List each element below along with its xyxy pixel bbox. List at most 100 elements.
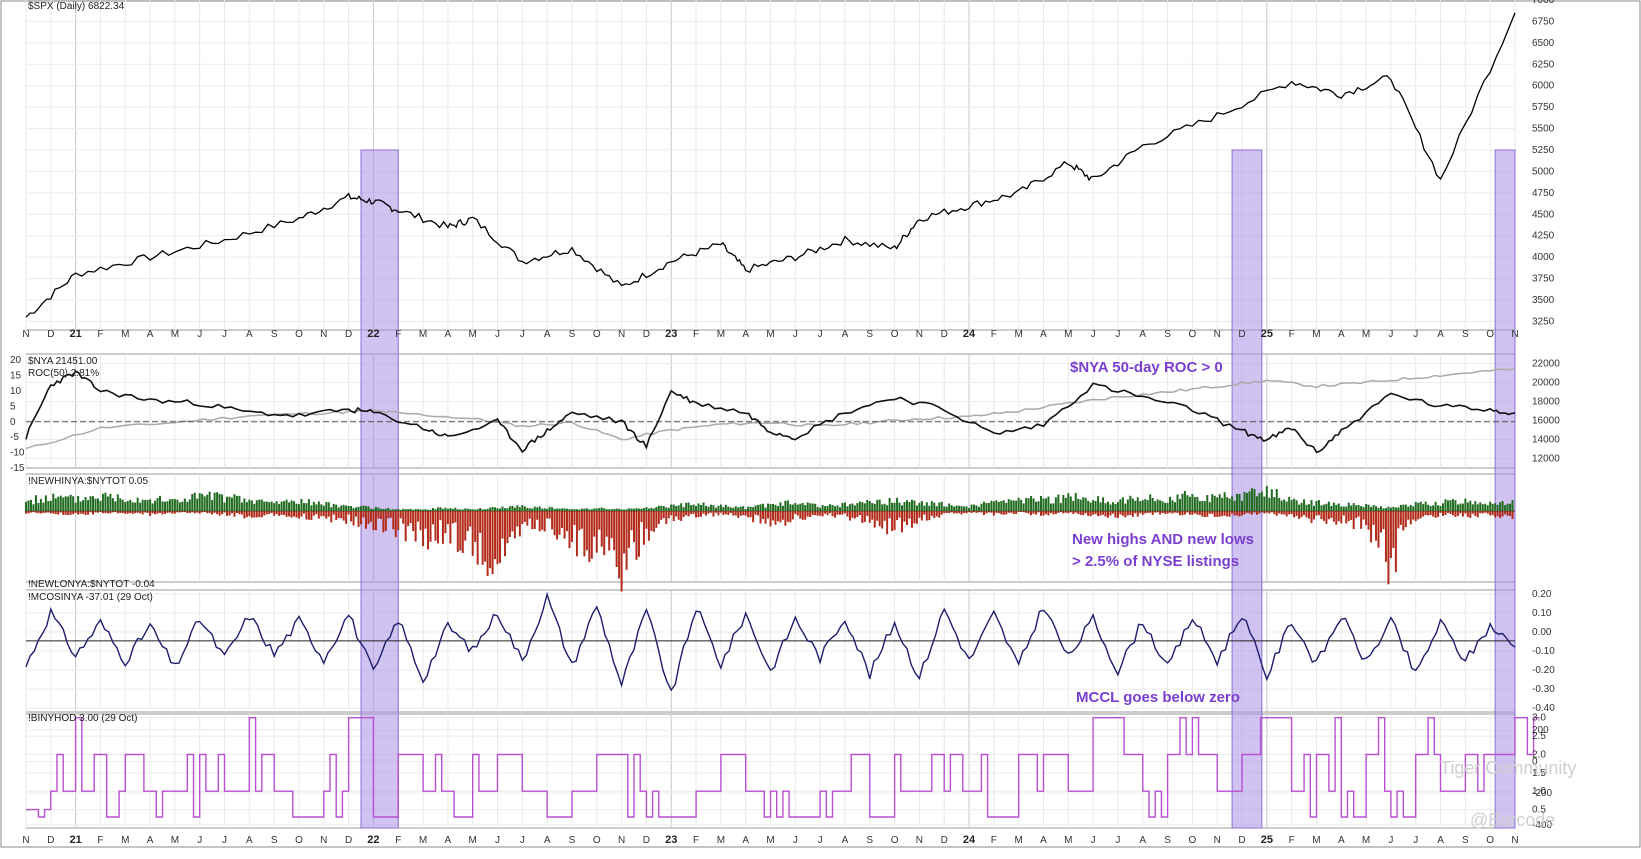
panel2-title-roc: ROC(50) 2.81% bbox=[28, 368, 99, 379]
axis-layer: N N D D 21 21 F F M M A A M M J J J J A A S S O O N N D D 22 22 F F M M A A… bbox=[10, 0, 1560, 846]
x-tick-label-0-21: A bbox=[544, 329, 551, 340]
x-tick-label-1-42: M bbox=[1064, 835, 1072, 846]
y-tick-label-p3-0: 0.20 bbox=[1532, 589, 1552, 600]
x-tick-label-0-37: D bbox=[941, 329, 948, 340]
watermark-barcode: @Barcode bbox=[1470, 810, 1555, 830]
annotation-highs-lows-1: New highs AND new lows bbox=[1072, 531, 1254, 548]
x-tick-label-0-54: M bbox=[1362, 329, 1370, 340]
x-tick-label-1-24: N bbox=[618, 835, 625, 846]
panel4-title: !MCOSINYA -37.01 (29 Oct) bbox=[28, 592, 153, 603]
x-tick-label-0-4: M bbox=[121, 329, 129, 340]
y-tick-label-p0-1: 3500 bbox=[1532, 295, 1555, 306]
y-tick-label-roc-5: 10 bbox=[10, 386, 22, 397]
y-tick-label-p4-2: -200 bbox=[1532, 788, 1552, 799]
x-tick-label-0-56: J bbox=[1413, 329, 1418, 340]
y-tick-label-p4-1: 0 bbox=[1532, 757, 1538, 768]
y-tick-label-p3-2: 0.00 bbox=[1532, 627, 1552, 638]
series-layer bbox=[25, 12, 1540, 818]
x-tick-label-1-41: A bbox=[1040, 835, 1047, 846]
x-tick-label-1-47: O bbox=[1188, 835, 1196, 846]
x-tick-label-1-49: D bbox=[1238, 835, 1245, 846]
panel3-newlo-label: !NEWLONYA:$NYTOT -0.04 bbox=[28, 579, 155, 590]
x-tick-label-0-18: M bbox=[469, 329, 477, 340]
x-tick-label-0-15: F bbox=[395, 329, 401, 340]
x-tick-label-0-60: N bbox=[1511, 329, 1518, 340]
x-tick-label-1-56: J bbox=[1413, 835, 1418, 846]
x-tick-label-1-2: 21 bbox=[70, 834, 82, 846]
x-tick-label-1-57: A bbox=[1437, 835, 1444, 846]
y-tick-label-binyhod-5: 0.5 bbox=[1532, 805, 1546, 816]
x-tick-label-0-55: J bbox=[1388, 329, 1393, 340]
x-tick-label-1-43: J bbox=[1091, 835, 1096, 846]
x-tick-label-1-35: O bbox=[891, 835, 899, 846]
x-tick-label-0-24: N bbox=[618, 329, 625, 340]
x-tick-label-0-17: A bbox=[445, 329, 452, 340]
x-tick-label-1-21: A bbox=[544, 835, 551, 846]
y-tick-label-roc-6: 15 bbox=[10, 371, 22, 382]
x-tick-label-0-6: M bbox=[171, 329, 179, 340]
x-tick-label-1-60: N bbox=[1511, 835, 1518, 846]
x-tick-label-0-59: O bbox=[1486, 329, 1494, 340]
y-tick-label-p0-9: 5500 bbox=[1532, 124, 1555, 135]
x-tick-label-1-0: N bbox=[22, 835, 29, 846]
mcosi-line bbox=[25, 591, 1516, 692]
x-tick-label-0-33: A bbox=[842, 329, 849, 340]
x-tick-label-0-0: N bbox=[22, 329, 29, 340]
x-tick-label-0-49: D bbox=[1238, 329, 1245, 340]
x-tick-label-0-29: A bbox=[742, 329, 749, 340]
y-tick-label-p0-3: 4000 bbox=[1532, 252, 1555, 263]
x-tick-label-1-25: D bbox=[643, 835, 650, 846]
x-tick-label-1-18: M bbox=[469, 835, 477, 846]
x-tick-label-0-30: M bbox=[766, 329, 774, 340]
x-tick-label-0-7: J bbox=[197, 329, 202, 340]
x-tick-label-1-5: A bbox=[147, 835, 154, 846]
x-tick-label-1-37: D bbox=[941, 835, 948, 846]
x-tick-label-0-31: J bbox=[793, 329, 798, 340]
y-tick-label-p0-13: 6500 bbox=[1532, 38, 1555, 49]
x-tick-label-0-38: 24 bbox=[963, 328, 976, 340]
binyhod-step-line bbox=[26, 717, 1540, 818]
x-tick-label-0-44: J bbox=[1115, 329, 1120, 340]
x-tick-label-1-23: O bbox=[593, 835, 601, 846]
x-tick-label-0-43: J bbox=[1091, 329, 1096, 340]
y-tick-label-p1-4: 20000 bbox=[1532, 378, 1560, 389]
x-tick-label-0-32: J bbox=[818, 329, 823, 340]
y-tick-label-p0-5: 4500 bbox=[1532, 209, 1555, 220]
y-tick-label-p3-1: 0.10 bbox=[1532, 608, 1552, 619]
x-tick-label-0-51: F bbox=[1289, 329, 1295, 340]
x-tick-label-0-9: A bbox=[246, 329, 253, 340]
x-tick-label-1-39: F bbox=[991, 835, 997, 846]
y-tick-label-p0-0: 3250 bbox=[1532, 316, 1555, 327]
y-tick-label-p0-8: 5250 bbox=[1532, 145, 1555, 156]
x-tick-label-1-40: M bbox=[1014, 835, 1022, 846]
x-tick-label-0-25: D bbox=[643, 329, 650, 340]
x-tick-label-1-30: M bbox=[766, 835, 774, 846]
x-tick-label-1-16: M bbox=[419, 835, 427, 846]
y-tick-label-roc-1: -10 bbox=[10, 448, 25, 459]
x-tick-label-1-13: D bbox=[345, 835, 352, 846]
spx-price-line bbox=[25, 12, 1516, 318]
panel3-title: !NEWHINYA:$NYTOT 0.05 bbox=[28, 476, 148, 487]
y-tick-label-p3-5: -0.30 bbox=[1532, 684, 1555, 695]
x-tick-label-0-45: A bbox=[1139, 329, 1146, 340]
x-tick-label-1-53: A bbox=[1338, 835, 1345, 846]
y-tick-label-p0-14: 6750 bbox=[1532, 16, 1555, 27]
x-tick-label-0-47: O bbox=[1188, 329, 1196, 340]
y-tick-label-p1-0: 12000 bbox=[1532, 454, 1560, 465]
x-tick-label-0-20: J bbox=[520, 329, 525, 340]
x-tick-label-1-1: D bbox=[47, 835, 54, 846]
y-tick-label-binyhod-0: 3.0 bbox=[1532, 713, 1546, 724]
x-tick-label-0-40: M bbox=[1014, 329, 1022, 340]
x-tick-label-1-44: J bbox=[1115, 835, 1120, 846]
x-tick-label-0-39: F bbox=[991, 329, 997, 340]
x-tick-label-0-26: 23 bbox=[665, 328, 677, 340]
x-tick-label-1-31: J bbox=[793, 835, 798, 846]
x-tick-label-1-6: M bbox=[171, 835, 179, 846]
x-tick-label-1-11: O bbox=[295, 835, 303, 846]
x-tick-label-0-3: F bbox=[97, 329, 103, 340]
y-tick-label-p3-6: -0.40 bbox=[1532, 703, 1555, 714]
x-tick-label-1-58: S bbox=[1462, 835, 1469, 846]
x-tick-label-1-55: J bbox=[1388, 835, 1393, 846]
x-tick-label-0-11: O bbox=[295, 329, 303, 340]
y-tick-label-p3-3: -0.10 bbox=[1532, 646, 1555, 657]
